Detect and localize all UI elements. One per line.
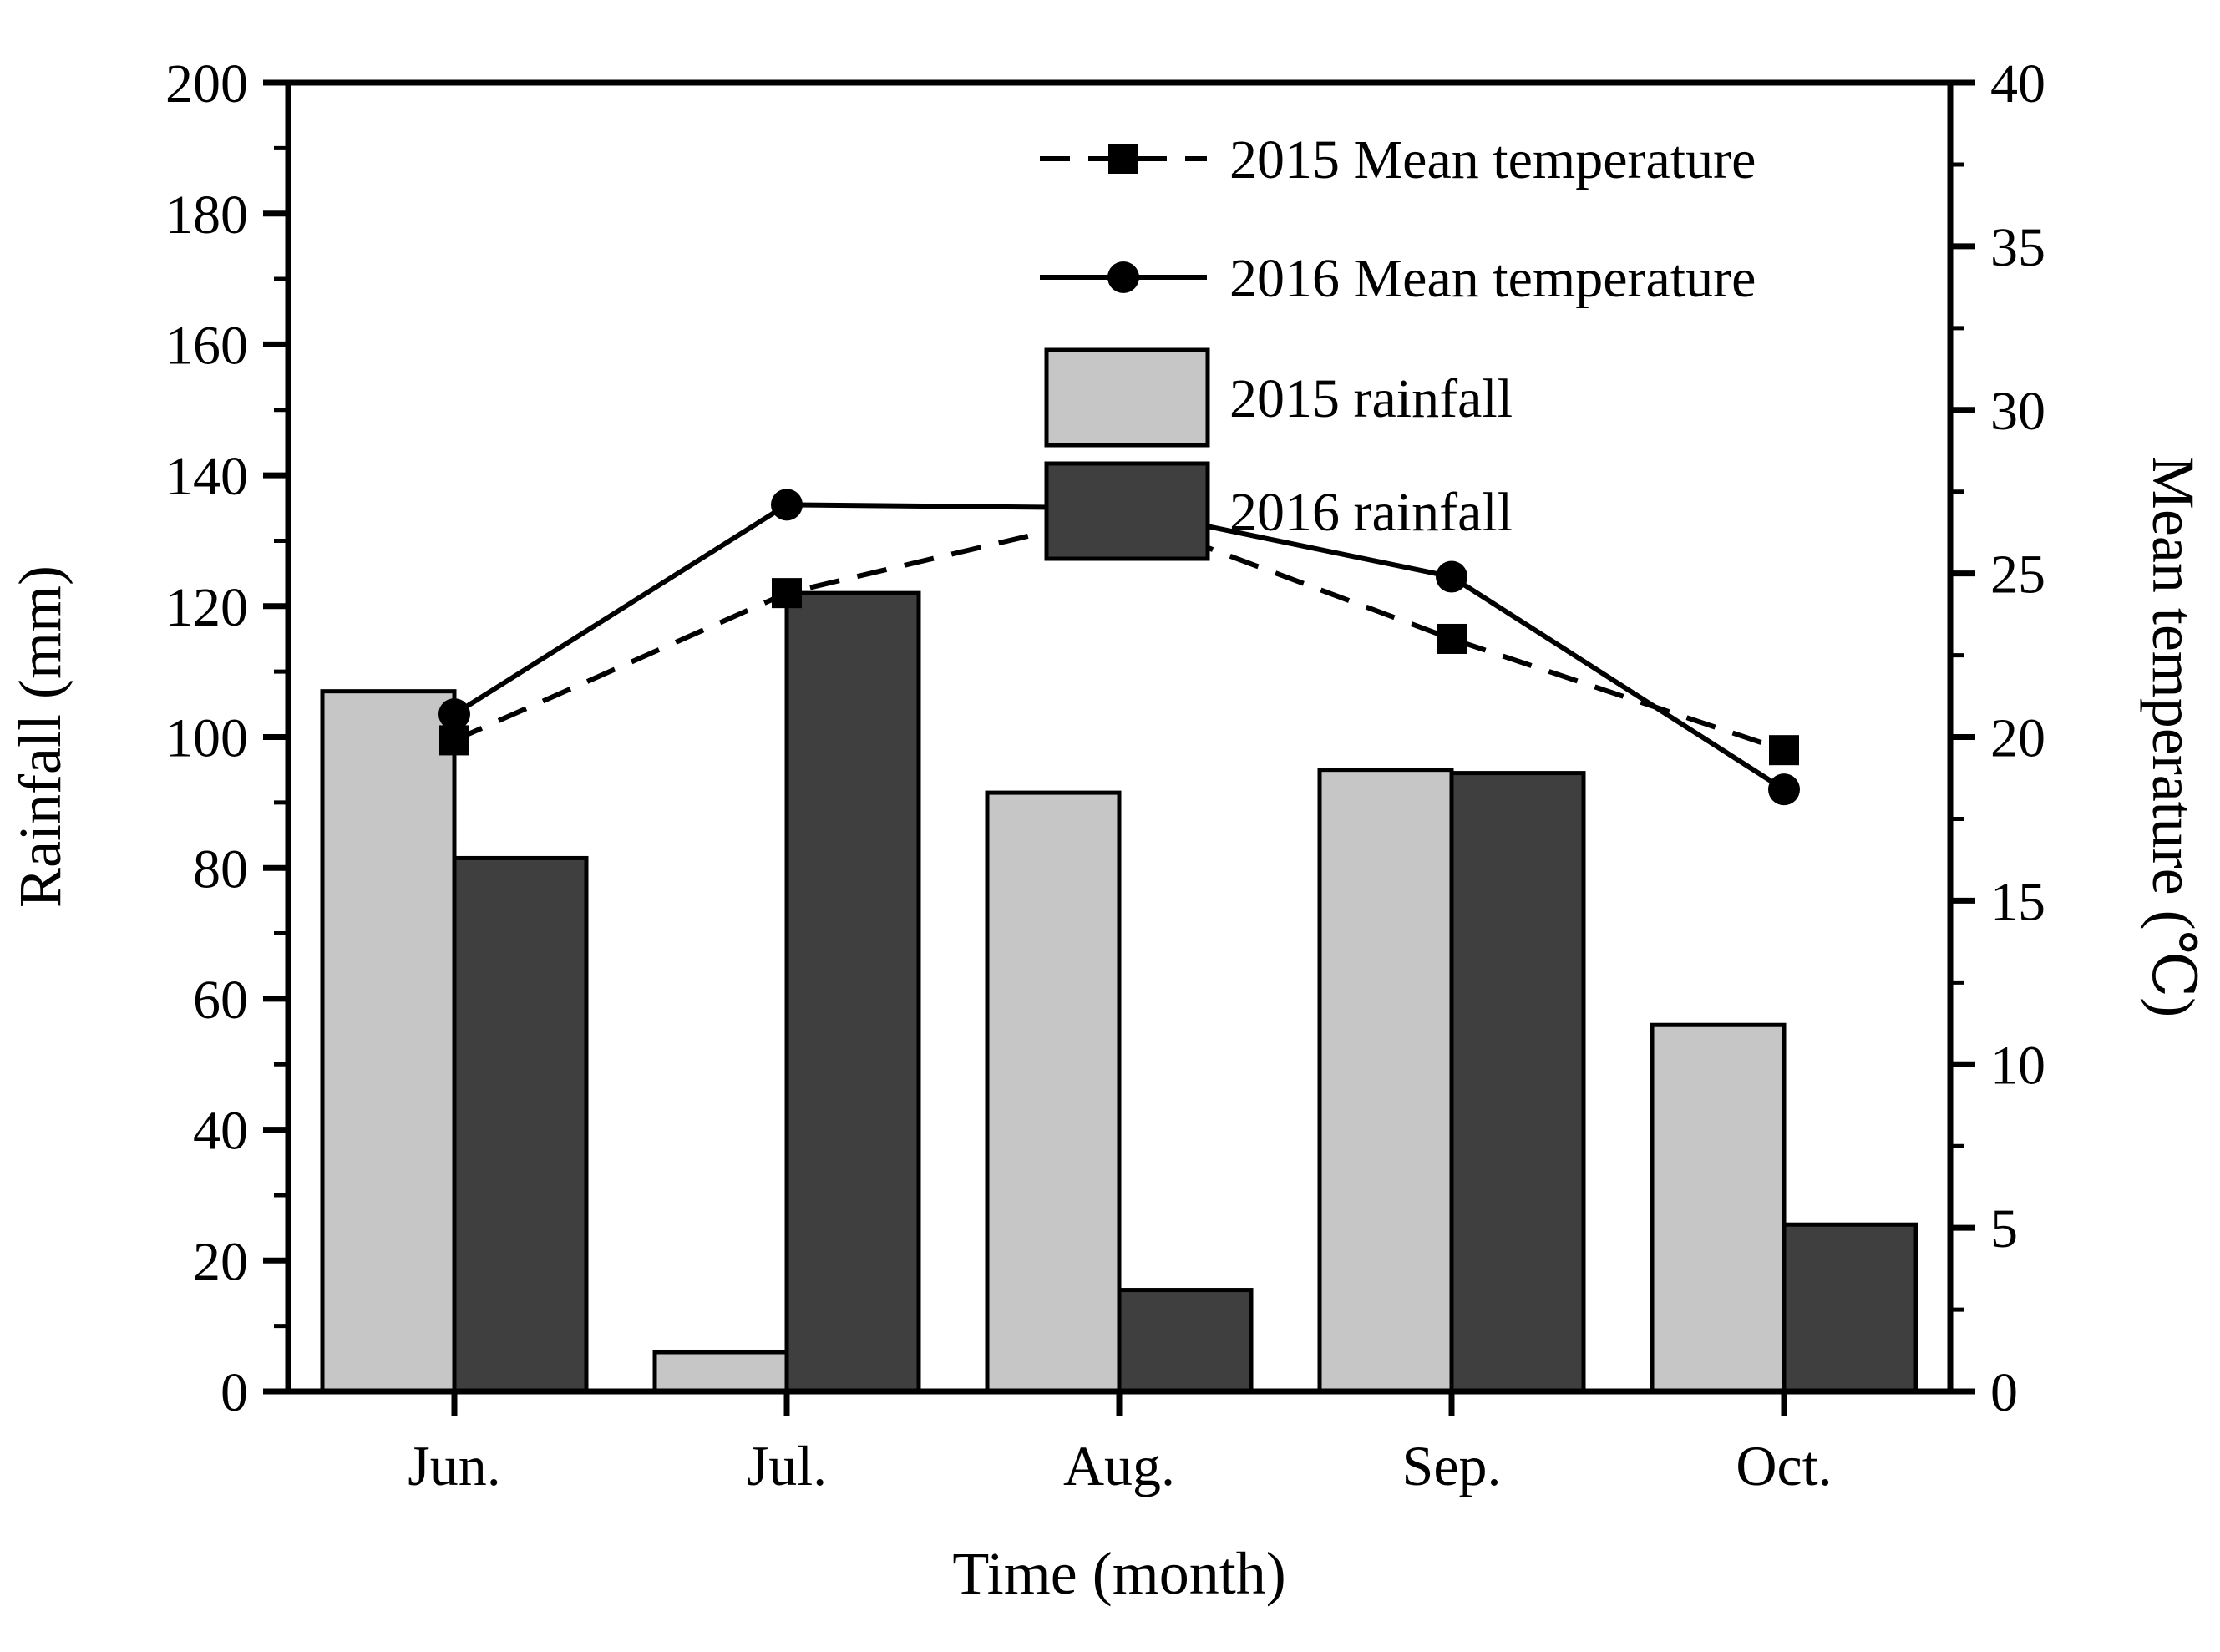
left-tick-label: 120 — [165, 577, 248, 638]
left-tick-label: 160 — [165, 316, 248, 377]
x-tick-label: Sep. — [1402, 1434, 1502, 1497]
left-tick-label: 20 — [193, 1231, 248, 1292]
legend-label-2016-rainfall: 2016 rainfall — [1229, 482, 1513, 543]
right-axis: 0 5 10 15 20 25 30 35 40 — [1950, 53, 2045, 1423]
legend-marker-square — [1108, 144, 1138, 174]
bar-2015-Jun. — [320, 689, 457, 1394]
axis-titles: Rainfall (mm) Mean temperature (℃) Time (m… — [7, 456, 2207, 1607]
left-tick-label: 180 — [165, 185, 248, 246]
left-tick-label: 60 — [193, 970, 248, 1031]
x-tick-label: Jul. — [747, 1434, 827, 1497]
right-tick-label: 40 — [1990, 53, 2045, 114]
left-axis-title: Rainfall (mm) — [7, 565, 73, 908]
x-tick-label: Oct. — [1736, 1434, 1832, 1497]
x-axis-title: Time (month) — [952, 1540, 1285, 1607]
bars-2015-rainfall — [320, 689, 1787, 1394]
left-axis: 0 20 40 60 80 100 120 140 160 180 200 — [165, 53, 288, 1423]
bar-2016-Aug. — [1117, 1288, 1254, 1394]
legend-swatch-2015-rainfall — [1044, 347, 1210, 448]
bar-2016-Oct. — [1782, 1222, 1918, 1394]
left-tick-label: 200 — [165, 53, 248, 114]
legend: 2015 Mean temperature 2016 Mean temperatu… — [1040, 129, 1756, 561]
right-tick-label: 10 — [1990, 1035, 2045, 1096]
bar-2015-Aug. — [985, 790, 1122, 1394]
left-tick-label: 100 — [165, 708, 248, 769]
marker-circle-2016-Jul. — [771, 489, 803, 521]
right-tick-label: 35 — [1990, 217, 2045, 278]
marker-circle-2016-Jun. — [438, 698, 470, 731]
right-tick-label: 30 — [1990, 381, 2045, 442]
marker-square-2015-Sep. — [1437, 623, 1467, 654]
left-tick-label: 140 — [165, 446, 248, 507]
bar-2016-Sep. — [1449, 771, 1586, 1394]
x-axis: Jun. Jul. Aug. Sep. Oct. — [408, 1391, 1832, 1497]
right-tick-label: 15 — [1990, 871, 2045, 932]
marker-square-2015-Oct. — [1769, 735, 1799, 766]
marker-square-2015-Jul. — [772, 578, 802, 609]
x-tick-label: Jun. — [408, 1434, 500, 1497]
marker-circle-2016-Sep. — [1436, 560, 1467, 593]
left-tick-label: 80 — [193, 839, 248, 899]
bar-2015-Oct. — [1650, 1022, 1787, 1394]
legend-label-2015-rainfall: 2015 rainfall — [1229, 368, 1513, 429]
bar-2016-Jul. — [784, 590, 921, 1394]
marker-square-2015-Jun. — [439, 725, 469, 756]
legend-marker-circle — [1107, 261, 1139, 293]
x-tick-label: Aug. — [1063, 1434, 1175, 1497]
right-tick-label: 0 — [1990, 1362, 2018, 1423]
legend-label-2015-temperature: 2015 Mean temperature — [1229, 129, 1756, 190]
left-tick-label: 40 — [193, 1101, 248, 1162]
left-tick-label: 0 — [220, 1362, 248, 1423]
bar-2015-Jul. — [652, 1350, 789, 1394]
marker-circle-2016-Oct. — [1768, 773, 1800, 806]
legend-swatch-2016-rainfall — [1044, 461, 1210, 561]
right-tick-label: 5 — [1990, 1198, 2018, 1259]
bar-2016-Jun. — [452, 855, 589, 1394]
bar-2015-Sep. — [1317, 768, 1454, 1394]
bars-2016-rainfall — [452, 590, 1918, 1394]
right-tick-label: 25 — [1990, 545, 2045, 606]
right-axis-title: Mean temperature (℃) — [2140, 456, 2207, 1017]
legend-label-2016-temperature: 2016 Mean temperature — [1229, 248, 1756, 309]
right-tick-label: 20 — [1990, 708, 2045, 769]
